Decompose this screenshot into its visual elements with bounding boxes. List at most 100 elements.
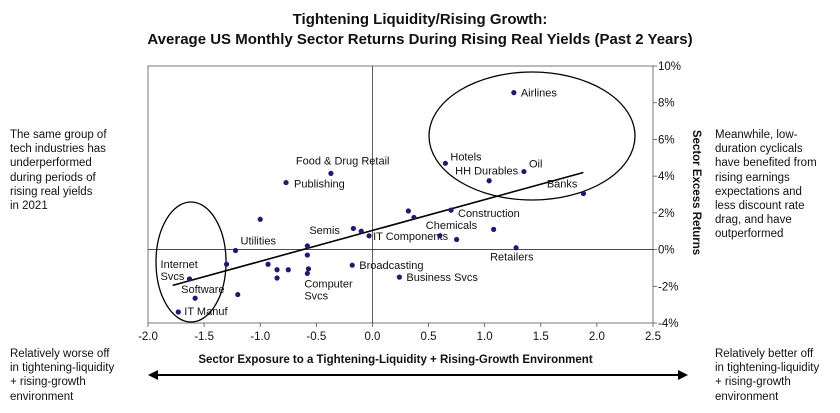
x-tick-label: 1.0 (477, 331, 493, 343)
data-point (283, 179, 289, 186)
bottom-right-annotation-line: in tightening-liquidity (715, 362, 820, 375)
data-point (192, 295, 198, 301)
point-label: Retailers (490, 252, 534, 264)
trend-line (172, 171, 584, 287)
data-point (486, 178, 492, 184)
point-label: HH Durables (455, 166, 518, 178)
data-point (358, 228, 364, 234)
right-annotation-line: have benefited from (715, 157, 817, 170)
left-annotation-line: in 2021 (10, 200, 48, 213)
left-annotation-line: during periods of (10, 171, 96, 184)
data-point (521, 168, 527, 175)
data-point (491, 226, 497, 232)
data-point (304, 270, 310, 277)
data-point (304, 252, 310, 258)
x-tick-label: -1.5 (194, 331, 214, 343)
y-tick-label: 4% (658, 171, 675, 183)
right-annotation-line: expectations and (715, 185, 802, 198)
bottom-left-annotation-line: + rising-growth (10, 376, 86, 389)
data-point (235, 291, 241, 298)
data-point (304, 243, 310, 249)
bottom-left-annotation-line: Relatively worse off (10, 348, 110, 360)
plot-frame (147, 65, 654, 324)
direction-arrow-right-head (678, 370, 688, 380)
point-label: Broadcasting (359, 260, 423, 272)
y-tick-label: 0% (658, 245, 675, 257)
direction-arrow-left-head (148, 370, 158, 380)
point-label: Airlines (521, 88, 558, 100)
data-point (305, 266, 312, 272)
data-point (274, 267, 280, 273)
data-point (511, 90, 517, 96)
data-point (232, 247, 239, 254)
bottom-right-annotation-line: Relatively better off (715, 348, 814, 360)
data-point (437, 233, 443, 239)
left-annotation-line: tech industries has (10, 143, 106, 156)
x-tick-label: 2.5 (645, 331, 661, 343)
left-annotation-line: rising real yields (10, 185, 93, 198)
data-point (175, 309, 181, 315)
data-point (396, 274, 402, 280)
point-label: Hotels (450, 151, 482, 163)
data-point (513, 245, 519, 251)
data-point (328, 170, 334, 176)
x-tick-label: 0.5 (421, 331, 437, 343)
data-point (454, 236, 460, 243)
bottom-left-annotation-line: in tightening-liquidity (10, 362, 115, 375)
y-axis-label: Sector Excess Returns (690, 130, 702, 255)
x-tick-label: -0.5 (306, 331, 326, 343)
right-annotation-line: less discount rate (715, 200, 805, 213)
point-label: Construction (458, 208, 520, 220)
bottom-right-annotation-line: environment (715, 390, 779, 403)
data-point (265, 261, 271, 267)
point-label: IT Manuf (184, 306, 228, 318)
left-annotation-line: The same group of (10, 129, 107, 141)
x-tick-label: 0.0 (364, 331, 380, 343)
bottom-right-annotation: Relatively better off in tightening-liqui… (715, 347, 840, 404)
left-annotation: The same group of tech industries has unde… (10, 128, 150, 213)
y-tick-label: 6% (658, 134, 675, 146)
point-label: Business Svcs (406, 272, 478, 284)
point-label: Computer Svcs (304, 278, 353, 302)
point-label: Banks (547, 179, 578, 191)
data-point (366, 233, 372, 239)
bottom-left-annotation: Relatively worse off in tightening-liquid… (10, 347, 160, 404)
chart-title-line-2: Average US Monthly Sector Returns During… (147, 31, 693, 48)
right-annotation-line: Meanwhile, low- (715, 129, 798, 141)
bottom-left-annotation-line: environment (10, 390, 74, 403)
highlight-ellipse-cyclicals (428, 71, 636, 201)
right-annotation-line: drag, and have (715, 214, 792, 227)
y-tick-label: -2% (658, 281, 678, 293)
chart-title-line-1: Tightening Liquidity/Rising Growth: (292, 11, 548, 28)
point-label: Utilities (241, 235, 277, 247)
right-annotation-line: duration cyclicals (715, 143, 803, 156)
data-point (411, 214, 417, 221)
data-point (223, 261, 230, 267)
point-label: Semis (309, 225, 340, 237)
y-tick-label: 8% (658, 98, 675, 110)
point-label: Chemicals (426, 220, 478, 232)
left-annotation-line: underperformed (10, 157, 92, 170)
point-label: Software (181, 284, 224, 296)
x-tick-label: -2.0 (138, 331, 158, 343)
data-point (186, 276, 193, 282)
data-point (274, 275, 280, 281)
y-tick-label: 10% (658, 61, 681, 73)
right-annotation: Meanwhile, low-duration cyclicals have be… (715, 128, 840, 242)
x-axis-label: Sector Exposure to a Tightening-Liquidit… (198, 354, 592, 366)
data-point (257, 216, 263, 222)
y-tick-label: 2% (658, 208, 675, 220)
data-point (349, 262, 355, 268)
point-label: Publishing (294, 179, 345, 191)
point-label: Internet Svcs (161, 259, 198, 283)
point-label: IT Components (373, 231, 449, 243)
data-point (405, 208, 411, 214)
point-label: Food & Drug Retail (296, 155, 390, 167)
y-tick-label: -4% (658, 318, 678, 330)
x-tick-label: 2.0 (589, 331, 605, 343)
data-point (442, 160, 448, 166)
data-point (580, 190, 587, 197)
data-point (350, 225, 356, 232)
right-annotation-line: rising earnings (715, 171, 790, 184)
x-tick-label: -1.0 (250, 331, 270, 343)
